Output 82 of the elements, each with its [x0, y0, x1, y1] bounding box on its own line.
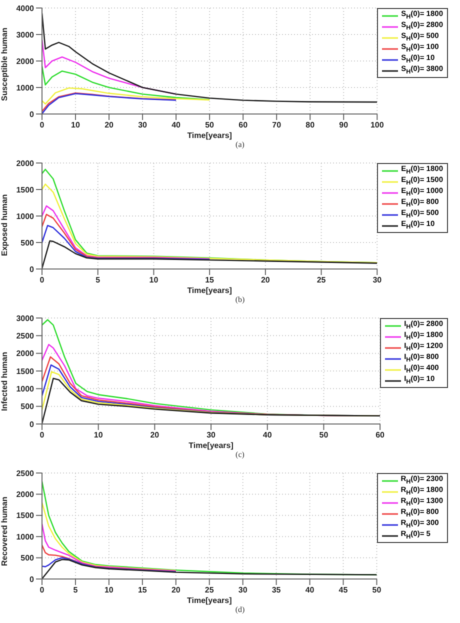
x-tick-label: 45: [338, 586, 348, 595]
y-tick-label: 2000: [16, 56, 35, 66]
line-series: [42, 502, 177, 572]
x-tick-label: 30: [372, 276, 382, 285]
x-tick-label: 25: [316, 276, 326, 285]
y-tick-label: 1000: [16, 83, 35, 92]
x-axis-title: Time[years]: [188, 441, 234, 450]
line-series: [42, 205, 210, 260]
line-series: [42, 87, 210, 105]
line-series: [42, 557, 177, 572]
x-tick-label: 40: [305, 586, 315, 595]
line-series: [42, 224, 210, 260]
y-tick-label: 2500: [16, 468, 35, 478]
x-tick-label: 35: [272, 586, 282, 595]
line-series: [42, 523, 177, 572]
x-tick-label: 50: [319, 430, 329, 440]
text: (a): [234, 140, 246, 149]
x-tick-label: 30: [238, 586, 248, 595]
y-tick-label: 500: [20, 554, 35, 563]
y-tick-label: 0: [30, 420, 35, 429]
y-tick-label: 2500: [16, 332, 35, 341]
x-tick-label: 30: [206, 430, 216, 440]
x-tick-label: 60: [238, 120, 248, 130]
y-tick-label: 2000: [16, 490, 35, 500]
x-tick-label: 50: [372, 586, 382, 595]
x-tick-label: 10: [71, 120, 81, 130]
y-tick-label: 1000: [16, 532, 35, 542]
y-tick-label: 2000: [16, 158, 35, 168]
x-axis-title: Time[years]: [186, 596, 232, 605]
y-axis-title: Exposed human: [0, 194, 9, 256]
y-tick-label: 3000: [16, 314, 35, 323]
y-axis-title: Susceptible human: [0, 28, 9, 101]
y-axis-title: Recovered human: [0, 496, 9, 566]
line-series: [42, 214, 210, 260]
x-axis-title: Time[years]: [187, 286, 232, 295]
line-series: [42, 544, 177, 572]
x-tick-label: 90: [339, 120, 349, 130]
y-tick-label: 500: [20, 402, 35, 412]
x-tick-label: 5: [96, 276, 101, 285]
y-tick-label: 500: [20, 238, 35, 248]
x-tick-label: 0: [40, 276, 45, 285]
y-tick-label: 1500: [16, 366, 35, 376]
x-tick-label: 80: [306, 120, 316, 130]
x-tick-label: 20: [260, 276, 270, 285]
x-tick-label: 0: [40, 586, 45, 595]
line-series: [42, 12, 378, 103]
x-tick-label: 20: [104, 120, 114, 130]
y-tick-label: 1500: [16, 511, 35, 520]
x-tick-label: 40: [262, 430, 272, 440]
x-tick-label: 50: [205, 120, 215, 130]
x-tick-label: 20: [171, 586, 181, 595]
y-tick-label: 0: [30, 264, 35, 274]
x-tick-label: 5: [73, 586, 78, 595]
y-tick-label: 4000: [16, 4, 35, 13]
y-tick-label: 0: [30, 574, 35, 584]
x-tick-label: 70: [272, 120, 282, 130]
y-tick-label: 1500: [16, 185, 35, 194]
x-tick-label: 15: [205, 276, 215, 285]
line-series: [42, 184, 378, 264]
x-tick-label: 15: [138, 586, 148, 595]
text: (c): [234, 450, 246, 459]
y-tick-label: 1000: [16, 212, 35, 221]
line-series: [42, 66, 210, 100]
y-tick-label: 2000: [16, 349, 35, 358]
x-tick-label: 100: [370, 120, 384, 130]
y-tick-label: 0: [30, 110, 35, 119]
text: (d): [234, 605, 246, 614]
x-tick-label: 30: [138, 120, 148, 130]
x-tick-label: 25: [204, 586, 214, 595]
x-tick-label: 0: [40, 120, 45, 130]
x-tick-label: 10: [149, 276, 159, 285]
x-tick-label: 0: [40, 430, 45, 440]
x-tick-label: 40: [172, 120, 182, 130]
x-tick-label: 10: [94, 430, 104, 440]
x-tick-label: 10: [104, 586, 114, 595]
text: (b): [234, 295, 246, 304]
y-tick-label: 3000: [16, 30, 35, 40]
x-tick-label: 60: [376, 430, 386, 440]
y-axis-title: Infected human: [0, 352, 9, 411]
x-tick-label: 20: [150, 430, 160, 440]
x-axis-title: Time[years]: [187, 131, 232, 140]
y-tick-label: 1000: [16, 384, 35, 394]
